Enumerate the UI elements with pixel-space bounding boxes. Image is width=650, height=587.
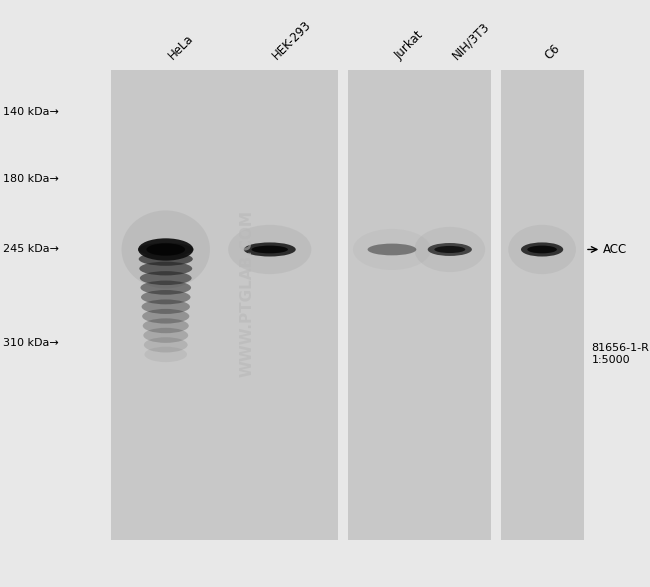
Bar (500, 70, 584, 540)
Ellipse shape (521, 242, 563, 257)
Text: 245 kDa→: 245 kDa→ (3, 244, 59, 255)
Ellipse shape (144, 347, 187, 362)
Bar (111, 70, 338, 540)
Text: HEK-293: HEK-293 (270, 18, 314, 62)
Text: NIH/3T3: NIH/3T3 (450, 19, 492, 62)
Ellipse shape (252, 245, 288, 254)
Ellipse shape (138, 238, 194, 261)
Ellipse shape (140, 271, 192, 285)
Ellipse shape (428, 243, 472, 256)
Text: HeLa: HeLa (166, 32, 196, 62)
Bar (348, 70, 491, 540)
Text: 180 kDa→: 180 kDa→ (3, 174, 59, 184)
Ellipse shape (353, 229, 431, 270)
Ellipse shape (144, 338, 188, 352)
Ellipse shape (143, 318, 188, 333)
Text: 140 kDa→: 140 kDa→ (3, 106, 59, 117)
Ellipse shape (434, 246, 465, 253)
Ellipse shape (146, 244, 185, 255)
Ellipse shape (122, 211, 210, 289)
Ellipse shape (142, 299, 190, 314)
Text: Jurkat: Jurkat (392, 28, 426, 62)
Ellipse shape (138, 243, 194, 256)
Ellipse shape (527, 245, 557, 254)
Text: WWW.PTGLAB.COM: WWW.PTGLAB.COM (239, 210, 255, 377)
Text: ACC: ACC (603, 243, 627, 256)
Ellipse shape (228, 225, 311, 274)
Text: 81656-1-RR
1:5000: 81656-1-RR 1:5000 (592, 343, 650, 365)
Ellipse shape (143, 328, 188, 343)
Ellipse shape (138, 252, 193, 266)
Ellipse shape (508, 225, 576, 274)
Ellipse shape (139, 262, 192, 275)
Ellipse shape (368, 244, 416, 255)
Text: C6: C6 (542, 41, 562, 62)
Ellipse shape (142, 309, 189, 323)
Text: 310 kDa→: 310 kDa→ (3, 338, 59, 349)
Ellipse shape (140, 281, 191, 295)
Ellipse shape (415, 227, 485, 272)
Ellipse shape (244, 242, 296, 257)
Ellipse shape (141, 290, 190, 304)
